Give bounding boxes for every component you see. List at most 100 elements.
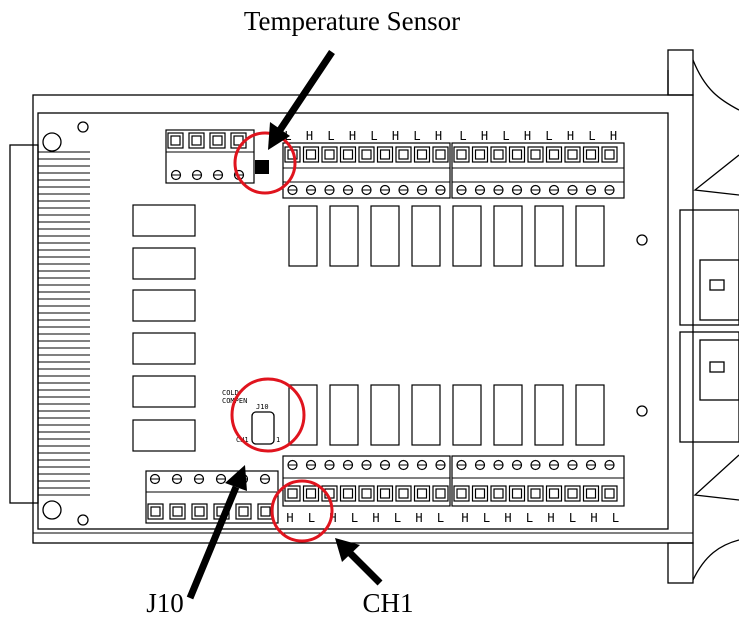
annotation-label: J10 bbox=[146, 588, 184, 618]
relay bbox=[330, 385, 358, 445]
temperature-sensor bbox=[255, 160, 269, 174]
terminal-letter: H bbox=[286, 511, 293, 525]
terminal bbox=[304, 486, 319, 501]
terminal-inner bbox=[239, 507, 248, 516]
terminal bbox=[584, 486, 599, 501]
terminal-letter: H bbox=[547, 511, 554, 525]
terminal-inner bbox=[605, 489, 614, 498]
terminal-inner bbox=[151, 507, 160, 516]
bracket-top bbox=[668, 50, 693, 95]
terminal bbox=[359, 147, 374, 162]
annotation-label: Temperature Sensor bbox=[244, 6, 460, 36]
component bbox=[133, 205, 195, 236]
hole bbox=[78, 515, 88, 525]
terminal bbox=[602, 486, 617, 501]
terminal bbox=[148, 504, 163, 519]
relay bbox=[453, 206, 481, 266]
terminal-inner bbox=[418, 150, 427, 159]
arrow bbox=[280, 52, 332, 130]
terminal-inner bbox=[362, 489, 371, 498]
connector bbox=[680, 210, 739, 325]
terminal bbox=[396, 147, 411, 162]
board-label: 1 bbox=[276, 436, 280, 444]
terminal-inner bbox=[513, 150, 522, 159]
terminal-inner bbox=[173, 507, 182, 516]
terminal bbox=[285, 486, 300, 501]
component bbox=[133, 420, 195, 451]
terminal bbox=[528, 147, 543, 162]
terminal-letter: L bbox=[327, 129, 334, 143]
terminal-inner bbox=[436, 150, 445, 159]
terminal-letter: L bbox=[588, 129, 595, 143]
terminal-letter: L bbox=[502, 129, 509, 143]
terminal-inner bbox=[362, 150, 371, 159]
board-label: J10 bbox=[256, 403, 269, 411]
terminal bbox=[433, 147, 448, 162]
terminal-letter: H bbox=[392, 129, 399, 143]
terminal-letter: H bbox=[372, 511, 379, 525]
terminal-inner bbox=[307, 150, 316, 159]
relay bbox=[576, 385, 604, 445]
terminal-inner bbox=[418, 489, 427, 498]
terminal-inner bbox=[399, 489, 408, 498]
terminal bbox=[510, 486, 525, 501]
relay bbox=[494, 206, 522, 266]
terminal bbox=[473, 486, 488, 501]
terminal-inner bbox=[261, 507, 270, 516]
terminal-letter: H bbox=[306, 129, 313, 143]
terminal bbox=[602, 147, 617, 162]
terminal-inner bbox=[195, 507, 204, 516]
terminal-inner bbox=[587, 150, 596, 159]
bracket-bottom bbox=[668, 543, 693, 583]
terminal-inner bbox=[605, 150, 614, 159]
terminal-letter: H bbox=[461, 511, 468, 525]
terminal bbox=[510, 147, 525, 162]
terminal bbox=[565, 486, 580, 501]
terminal-inner bbox=[550, 150, 559, 159]
terminal bbox=[491, 147, 506, 162]
component bbox=[133, 376, 195, 407]
terminal bbox=[341, 147, 356, 162]
terminal bbox=[378, 486, 393, 501]
terminal-inner bbox=[494, 489, 503, 498]
relay bbox=[371, 385, 399, 445]
terminal bbox=[473, 147, 488, 162]
terminal bbox=[547, 147, 562, 162]
annotation-label: CH1 bbox=[362, 588, 413, 618]
connector-pin bbox=[710, 362, 724, 372]
terminal-letter: H bbox=[610, 129, 617, 143]
relay bbox=[289, 206, 317, 266]
terminal-inner bbox=[476, 150, 485, 159]
relay bbox=[330, 206, 358, 266]
terminal-inner bbox=[457, 150, 466, 159]
terminal bbox=[565, 147, 580, 162]
terminal-inner bbox=[513, 489, 522, 498]
terminal-inner bbox=[171, 136, 180, 145]
terminal bbox=[491, 486, 506, 501]
terminal bbox=[584, 147, 599, 162]
terminal-inner bbox=[344, 150, 353, 159]
terminal bbox=[322, 147, 337, 162]
terminal bbox=[192, 504, 207, 519]
highlight-circle bbox=[232, 379, 304, 451]
annotations: Temperature Sensor J10 CH1 bbox=[146, 6, 460, 618]
terminal-letter: H bbox=[349, 129, 356, 143]
component bbox=[133, 333, 195, 364]
hole bbox=[637, 235, 647, 245]
terminal-inner bbox=[381, 489, 390, 498]
terminal-letter: H bbox=[567, 129, 574, 143]
terminal bbox=[359, 486, 374, 501]
terminal-inner bbox=[494, 150, 503, 159]
terminal-letter: L bbox=[413, 129, 420, 143]
arrow bbox=[350, 553, 380, 583]
terminal-letter: L bbox=[351, 511, 358, 525]
terminal bbox=[304, 147, 319, 162]
hole bbox=[637, 406, 647, 416]
terminal-letter: L bbox=[483, 511, 490, 525]
terminal bbox=[454, 486, 469, 501]
terminal-letter: H bbox=[435, 129, 442, 143]
relay bbox=[535, 206, 563, 266]
relay bbox=[535, 385, 563, 445]
component bbox=[133, 290, 195, 321]
terminal bbox=[378, 147, 393, 162]
